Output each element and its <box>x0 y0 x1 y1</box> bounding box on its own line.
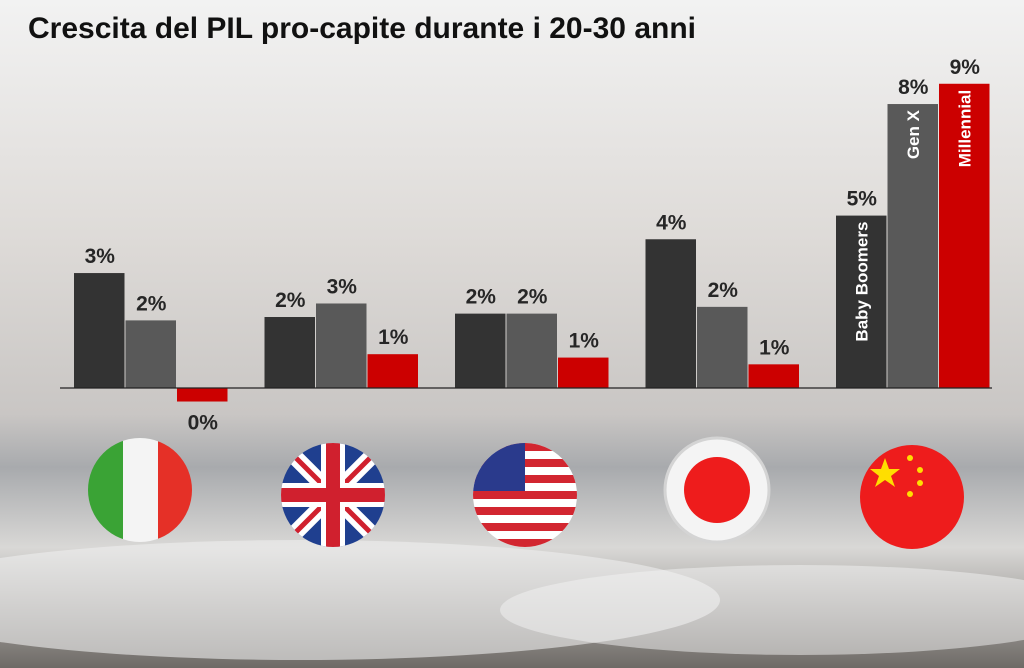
flag-japan <box>663 436 771 544</box>
bar <box>645 239 696 388</box>
value-label: 9% <box>950 56 981 79</box>
value-label: 1% <box>569 330 600 353</box>
bar <box>74 273 125 388</box>
bar <box>125 320 176 388</box>
flag-italy <box>88 438 192 542</box>
series-name: Millennial <box>956 90 975 167</box>
bar <box>887 104 938 388</box>
bar <box>939 83 990 388</box>
value-label: 4% <box>656 211 687 234</box>
bar <box>367 354 418 388</box>
value-label: 1% <box>759 336 790 359</box>
flag-uk <box>281 443 385 547</box>
value-label: 2% <box>517 286 548 309</box>
bar <box>558 357 609 388</box>
value-label: 0% <box>188 412 219 435</box>
flag-china <box>860 445 964 549</box>
bar <box>177 387 228 402</box>
wave <box>500 565 1024 655</box>
value-label: 5% <box>847 188 878 211</box>
flag-usa <box>473 443 577 547</box>
value-label: 2% <box>136 292 167 315</box>
value-label: 2% <box>275 289 306 312</box>
bar <box>264 317 315 388</box>
value-label: 8% <box>898 76 929 99</box>
bar <box>697 306 748 388</box>
bar <box>836 215 887 388</box>
value-label: 3% <box>327 275 358 298</box>
value-label: 2% <box>708 279 739 302</box>
value-label: 3% <box>85 245 116 268</box>
value-label: 1% <box>378 326 409 349</box>
bar <box>506 313 557 388</box>
bar <box>455 313 506 388</box>
bar <box>316 303 367 388</box>
bar <box>748 364 799 388</box>
chart-title: Crescita del PIL pro-capite durante i 20… <box>28 12 696 45</box>
value-label: 2% <box>466 286 497 309</box>
series-name: Gen X <box>904 109 923 159</box>
series-name: Baby Boomers <box>853 222 872 342</box>
